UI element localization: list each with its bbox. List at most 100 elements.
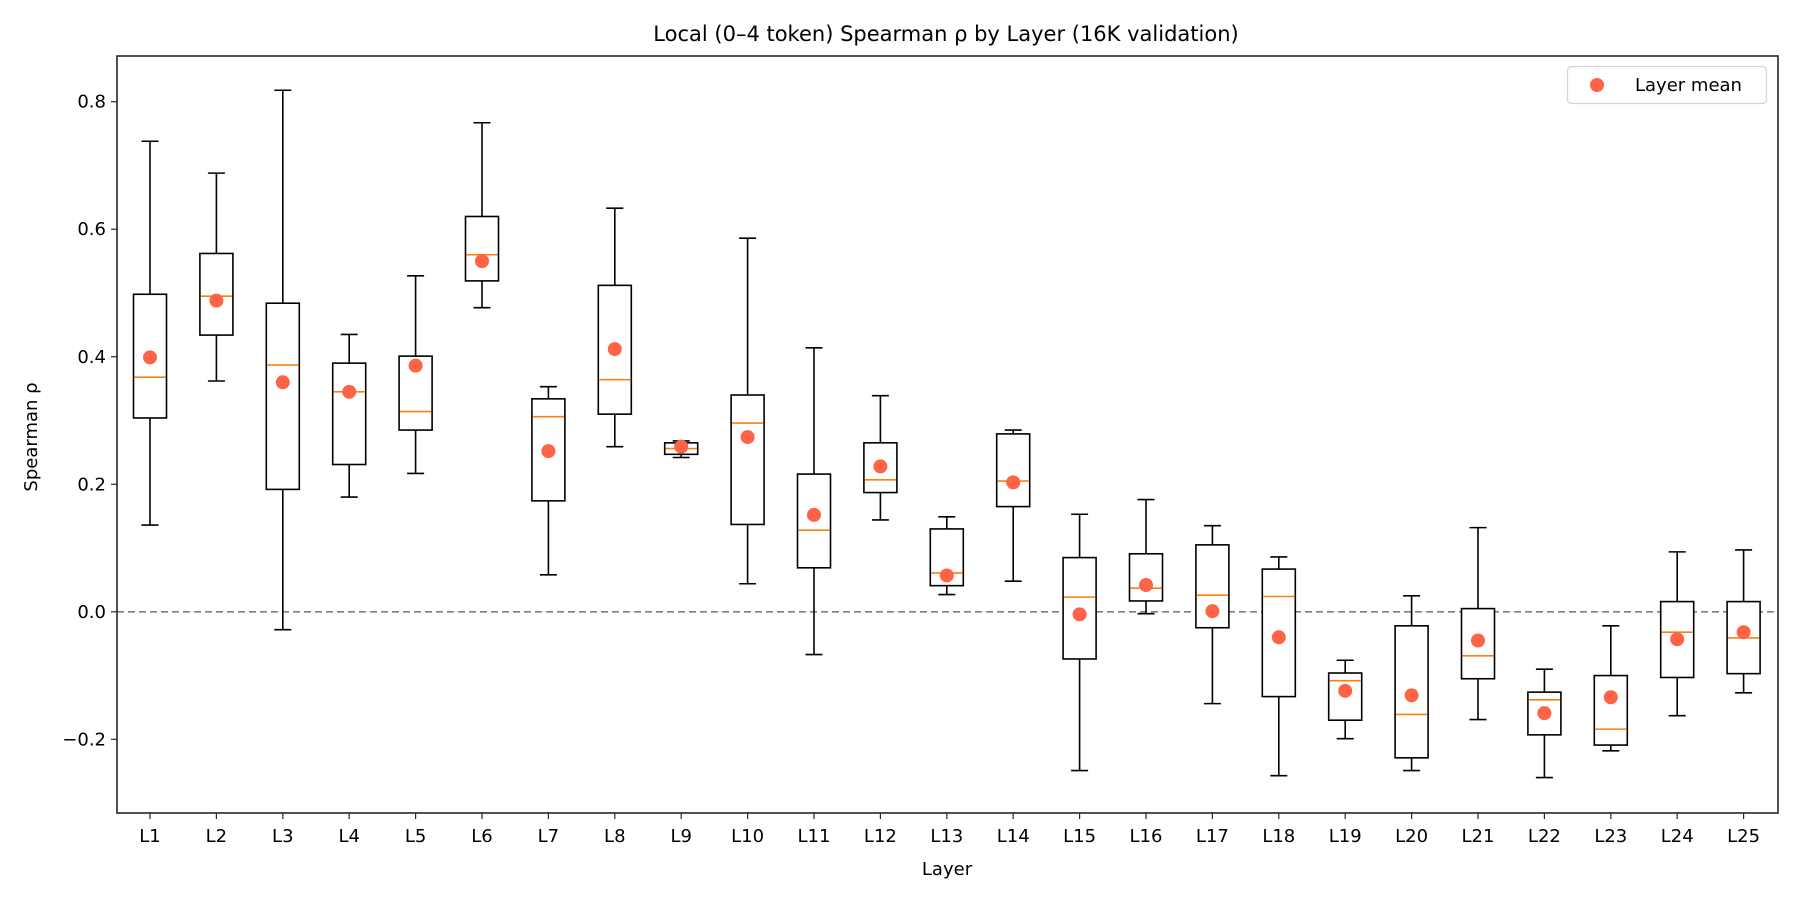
- iqr-box: [995, 433, 1031, 508]
- x-tick-label: L5: [405, 826, 426, 847]
- box-group-l11: [796, 347, 832, 656]
- x-tick-label: L10: [731, 826, 764, 847]
- box-group-l13: [929, 515, 965, 596]
- x-tick-label: L16: [1130, 826, 1163, 847]
- box-group-l5: [398, 274, 433, 475]
- chart-title: Local (0–4 token) Spearman ρ by Layer (1…: [653, 22, 1238, 46]
- mean-marker: [1006, 475, 1021, 490]
- box-group-l12: [863, 394, 898, 521]
- iqr-box: [1195, 544, 1230, 629]
- box-group-l15: [1062, 513, 1097, 772]
- x-tick-label: L13: [930, 826, 963, 847]
- box-group-l23: [1593, 625, 1629, 752]
- mean-marker: [607, 342, 622, 357]
- box-group-l16: [1128, 498, 1164, 615]
- y-axis-label: Spearman ρ: [21, 382, 42, 491]
- mean-marker: [342, 384, 357, 399]
- box-group-l17: [1195, 524, 1230, 705]
- y-tick-label: 0.2: [77, 474, 106, 495]
- iqr-box: [331, 362, 367, 466]
- y-tick-label: 0.4: [77, 347, 106, 368]
- mean-marker: [475, 254, 489, 269]
- legend: Layer mean: [1566, 65, 1768, 105]
- box-group-l21: [1460, 526, 1496, 721]
- x-axis-label: Layer: [922, 859, 973, 880]
- mean-marker: [1736, 625, 1751, 640]
- x-tick-label: L11: [798, 826, 831, 847]
- mean-marker: [1670, 632, 1685, 647]
- mean-marker: [1271, 630, 1286, 645]
- x-tick-label: L24: [1661, 826, 1694, 847]
- x-tick-label: L14: [997, 826, 1030, 847]
- x-tick-label: L2: [206, 826, 227, 847]
- iqr-box: [929, 528, 965, 587]
- iqr-box: [1593, 674, 1629, 746]
- legend-mean-marker: [1590, 78, 1604, 92]
- mean-marker: [408, 358, 423, 373]
- x-tick-label: L4: [338, 826, 359, 847]
- y-tick-label: −0.2: [62, 729, 106, 750]
- box-group-l2: [199, 172, 234, 382]
- iqr-box: [796, 473, 832, 569]
- iqr-box: [1128, 552, 1164, 602]
- plot-area: [117, 89, 1778, 779]
- x-tick-label: L8: [604, 826, 625, 847]
- x-tick-label: L21: [1462, 826, 1495, 847]
- x-tick-label: L20: [1395, 826, 1428, 847]
- box-group-l19: [1327, 659, 1363, 740]
- y-tick-label: 0.0: [77, 602, 106, 623]
- mean-marker: [807, 507, 821, 522]
- x-tick-label: L19: [1329, 826, 1362, 847]
- mean-marker: [1072, 607, 1087, 622]
- mean-marker: [209, 293, 224, 308]
- mean-marker: [1139, 578, 1153, 593]
- box-group-l1: [132, 140, 168, 526]
- x-tick-label: L17: [1196, 826, 1229, 847]
- iqr-box: [464, 215, 500, 282]
- iqr-box: [730, 394, 765, 526]
- mean-marker: [740, 430, 755, 445]
- box-group-l14: [995, 429, 1031, 582]
- x-tick-label: L25: [1727, 826, 1760, 847]
- mean-marker: [1205, 604, 1220, 619]
- x-axis: L1 L2 L3 L4 L5 L6 L7 L8 L9 L10 L11 L12 L13 L14 L15 L16 L…: [139, 813, 1760, 847]
- mean-marker: [1338, 683, 1353, 698]
- box-group-l25: [1726, 549, 1761, 694]
- x-tick-label: L3: [272, 826, 293, 847]
- box-group-l7: [531, 385, 566, 576]
- y-tick-label: 0.8: [77, 92, 106, 113]
- mean-marker: [873, 459, 888, 474]
- box-group-l8: [597, 207, 633, 448]
- box-group-l24: [1659, 551, 1695, 717]
- y-tick-label: 0.6: [77, 219, 106, 240]
- box-group-l6: [464, 121, 500, 309]
- mean-marker: [541, 444, 556, 459]
- mean-marker: [275, 375, 290, 390]
- x-tick-label: L6: [471, 826, 492, 847]
- mean-marker: [1404, 688, 1419, 703]
- box-group-l22: [1527, 668, 1562, 779]
- x-tick-label: L15: [1063, 826, 1096, 847]
- x-tick-label: L7: [538, 826, 559, 847]
- box-group-l3: [265, 89, 301, 631]
- x-tick-label: L23: [1594, 826, 1627, 847]
- axes-frame: [116, 55, 1779, 814]
- box-group-l4: [331, 333, 367, 498]
- x-tick-label: L22: [1528, 826, 1561, 847]
- mean-marker: [939, 568, 954, 583]
- mean-marker: [674, 439, 689, 454]
- iqr-box: [265, 302, 301, 491]
- legend-frame: [1566, 65, 1768, 105]
- x-tick-label: L18: [1262, 826, 1295, 847]
- legend-label: Layer mean: [1635, 75, 1742, 96]
- x-tick-label: L9: [670, 826, 691, 847]
- box-group-l18: [1261, 556, 1297, 777]
- box-group-l10: [730, 237, 765, 585]
- y-axis: −0.2 0.0 0.2 0.4 0.6 0.8: [62, 92, 117, 750]
- box-group-l9: [663, 439, 699, 459]
- box-group-l20: [1394, 595, 1429, 772]
- mean-marker: [1537, 706, 1552, 721]
- mean-marker: [1471, 633, 1485, 648]
- x-tick-label: L1: [139, 826, 160, 847]
